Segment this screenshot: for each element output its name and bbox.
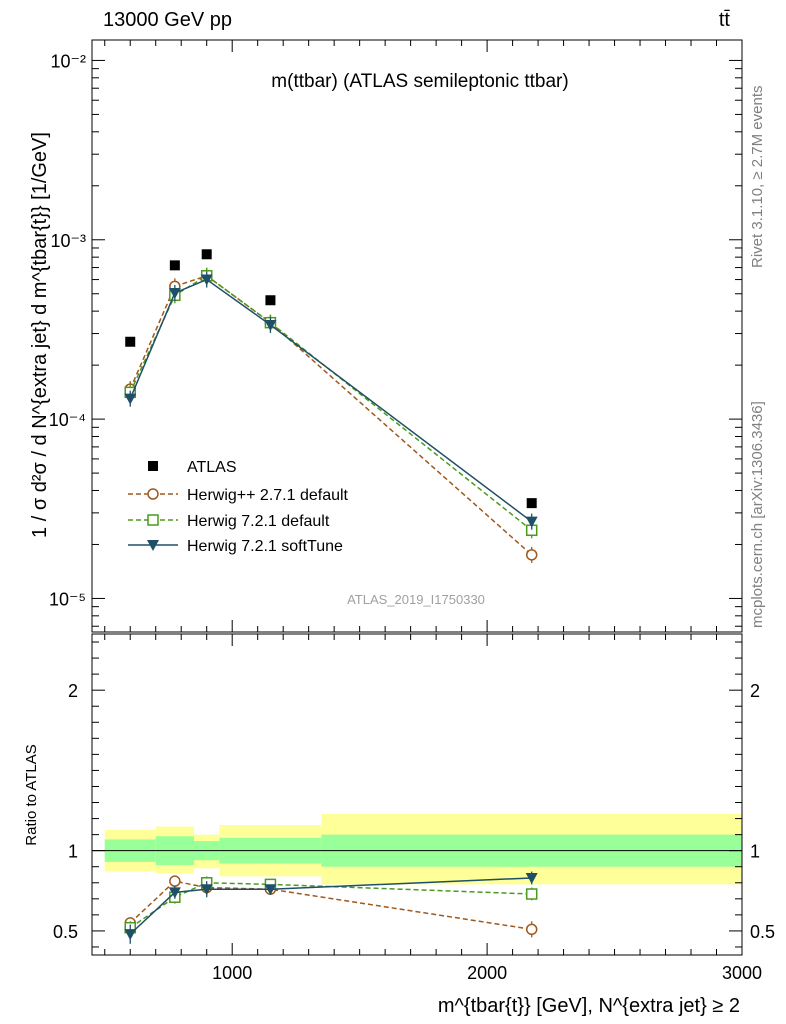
ratio-data-point xyxy=(124,929,137,941)
x-tick-label: 1000 xyxy=(212,963,252,983)
x-tick-label: 3000 xyxy=(722,963,762,983)
data-point xyxy=(168,287,181,299)
ratio-frame xyxy=(91,633,743,956)
header-left-label: 13000 GeV pp xyxy=(103,9,232,31)
legend-marker xyxy=(147,540,159,551)
data-point xyxy=(124,393,137,405)
main-axes: 10⁻⁵ 10⁻⁴ 10⁻³ 10⁻² xyxy=(49,39,743,633)
data-point xyxy=(201,249,212,260)
data-point xyxy=(125,336,136,347)
data-point xyxy=(200,274,213,286)
data-point xyxy=(264,319,277,331)
legend: ATLAS Herwig++ 2.7.1 default Herwig 7.2.1 … xyxy=(128,459,349,555)
ratio-panel: 1000 2000 3000 0.5 0.5 1 1 2 2 Ratio to ATLAS m^… xyxy=(23,633,775,1017)
ratio-data-point xyxy=(169,875,181,887)
ratio-data-marks xyxy=(124,871,538,944)
legend-entry-label: Herwig 7.2.1 default xyxy=(187,513,330,530)
data-point xyxy=(169,260,180,271)
legend-entry-label: ATLAS xyxy=(187,459,237,476)
ratio-series-line-0 xyxy=(129,880,532,931)
legend-marker xyxy=(147,514,159,526)
main-y-tick-label: 10⁻³ xyxy=(50,231,86,251)
main-data-marks xyxy=(124,249,538,563)
legend-marker xyxy=(148,461,158,471)
ratio-y-tick-label: 2 xyxy=(68,681,78,701)
plot-title: m(ttbar) (ATLAS semileptonic ttbar) xyxy=(271,71,568,92)
data-point xyxy=(525,549,538,561)
legend-entry-label: Herwig 7.2.1 softTune xyxy=(187,538,343,555)
main-y-tick-label: 10⁻² xyxy=(50,51,86,71)
main-panel: m(ttbar) (ATLAS semileptonic ttbar) ATLA… xyxy=(29,39,743,633)
series-line-3 xyxy=(129,278,533,523)
ratio-data-point xyxy=(168,887,181,899)
ratio-data-point xyxy=(200,884,213,896)
main-y-axis-label: 1 / σ d²σ / d N^{extra jet} d m^{tbar{t}… xyxy=(29,132,51,538)
analysis-watermark: ATLAS_2019_I1750330 xyxy=(347,592,485,607)
data-point xyxy=(526,498,537,509)
mcplots-label: mcplots.cern.ch [arXiv:1306.3436] xyxy=(749,401,766,628)
ratio-data-point xyxy=(525,872,538,884)
ratio-y-tick-label-right: 0.5 xyxy=(750,922,775,942)
ratio-y-tick-label-right: 2 xyxy=(750,681,760,701)
ratio-y-tick-label-right: 1 xyxy=(750,842,760,862)
ratio-series-line-1 xyxy=(129,882,532,929)
ratio-axes: 1000 2000 3000 0.5 0.5 1 1 2 2 xyxy=(53,633,775,983)
ratio-data-point xyxy=(525,888,538,900)
ratio-y-axis-label: Ratio to ATLAS xyxy=(23,744,40,845)
ratio-data-point xyxy=(264,884,277,896)
x-tick-label: 2000 xyxy=(467,963,507,983)
legend-marker xyxy=(147,488,159,500)
main-y-tick-label: 10⁻⁴ xyxy=(49,410,86,430)
data-point xyxy=(265,295,276,306)
data-point xyxy=(525,516,538,528)
uncertainty-bands xyxy=(92,813,742,885)
ratio-y-tick-label: 1 xyxy=(68,842,78,862)
ratio-data-point xyxy=(525,923,538,936)
main-y-tick-label: 10⁻⁵ xyxy=(49,589,86,609)
legend-entry-label: Herwig++ 2.7.1 default xyxy=(187,487,349,504)
main-frame xyxy=(91,39,743,633)
header-right-label: tt̄ xyxy=(719,9,731,31)
ratio-series-line-2 xyxy=(129,877,532,935)
ratio-y-tick-label: 0.5 xyxy=(53,922,78,942)
rivet-label: Rivet 3.1.10, ≥ 2.7M events xyxy=(749,86,766,269)
x-axis-label: m^{tbar{t}} [GeV], N^{extra jet} ≥ 2 xyxy=(438,995,740,1017)
